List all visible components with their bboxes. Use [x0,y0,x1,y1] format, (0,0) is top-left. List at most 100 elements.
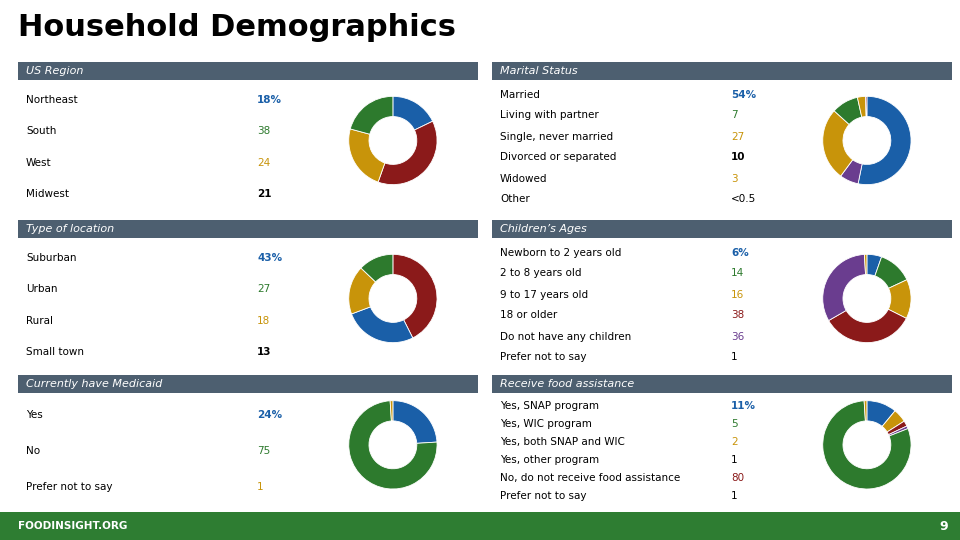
Wedge shape [390,401,393,421]
Text: Currently have Medicaid: Currently have Medicaid [26,379,162,389]
Bar [492,220,952,238]
Wedge shape [361,254,393,282]
Bar [492,62,952,80]
Text: 21: 21 [257,189,272,199]
Text: Type of location: Type of location [26,224,114,234]
Text: 3: 3 [732,173,738,184]
Text: Prefer not to say: Prefer not to say [500,353,587,362]
Text: Household Demographics: Household Demographics [18,13,456,42]
Text: 27: 27 [732,132,744,141]
Wedge shape [378,122,437,185]
Text: 5: 5 [732,419,738,429]
Text: Yes: Yes [26,410,43,420]
Text: 10: 10 [732,152,746,163]
Text: 9: 9 [940,519,948,532]
Text: 16: 16 [732,289,744,300]
Text: 13: 13 [257,347,272,357]
Text: South: South [26,126,57,136]
Text: Marital Status: Marital Status [500,66,578,76]
Text: 18%: 18% [257,94,282,105]
Text: 1: 1 [732,353,738,362]
Text: Widowed: Widowed [500,173,547,184]
Text: 1: 1 [257,482,264,492]
Text: 38: 38 [732,310,744,321]
Text: Yes, other program: Yes, other program [500,455,599,465]
Text: Do not have any children: Do not have any children [500,332,632,341]
Text: 11%: 11% [732,401,756,411]
Wedge shape [875,257,907,288]
Wedge shape [828,309,906,343]
Wedge shape [823,254,866,321]
Wedge shape [867,254,881,276]
Text: Single, never married: Single, never married [500,132,613,141]
Text: No, do not receive food assistance: No, do not receive food assistance [500,473,681,483]
Text: Urban: Urban [26,284,58,294]
Text: Married: Married [500,90,540,99]
Text: Rural: Rural [26,316,53,326]
Wedge shape [348,401,437,489]
Wedge shape [834,97,862,124]
Wedge shape [858,96,911,185]
Wedge shape [882,411,904,432]
Text: 18 or older: 18 or older [500,310,557,321]
Text: Children’s Ages: Children’s Ages [500,224,587,234]
Text: 54%: 54% [732,90,756,99]
Bar [492,375,952,393]
Text: Prefer not to say: Prefer not to say [26,482,112,492]
Text: Prefer not to say: Prefer not to say [500,491,587,501]
Text: West: West [26,158,52,168]
Wedge shape [887,421,907,435]
Wedge shape [823,401,911,489]
Text: US Region: US Region [26,66,84,76]
FancyBboxPatch shape [0,512,960,540]
Wedge shape [393,254,437,338]
Text: 80: 80 [732,473,744,483]
Text: 9 to 17 years old: 9 to 17 years old [500,289,588,300]
Bar [18,220,478,238]
Text: 2 to 8 years old: 2 to 8 years old [500,268,582,279]
Text: Yes, both SNAP and WIC: Yes, both SNAP and WIC [500,437,625,447]
Text: 24%: 24% [257,410,282,420]
Bar [18,62,478,80]
Text: 36: 36 [732,332,744,341]
Wedge shape [889,426,908,436]
Wedge shape [348,268,375,314]
Wedge shape [348,129,385,182]
Text: FOODINSIGHT.ORG: FOODINSIGHT.ORG [18,521,128,531]
Text: 1: 1 [732,491,738,501]
Text: 38: 38 [257,126,271,136]
Text: Newborn to 2 years old: Newborn to 2 years old [500,247,621,258]
Wedge shape [866,96,867,117]
Text: 43%: 43% [257,253,282,263]
Wedge shape [351,307,413,343]
Text: Midwest: Midwest [26,189,69,199]
Text: 75: 75 [257,446,271,456]
Text: Small town: Small town [26,347,84,357]
Text: 6%: 6% [732,247,749,258]
Text: 7: 7 [732,111,738,120]
Wedge shape [864,401,867,421]
Text: Yes, WIC program: Yes, WIC program [500,419,592,429]
Text: 1: 1 [732,455,738,465]
Wedge shape [350,96,393,134]
Text: Living with partner: Living with partner [500,111,599,120]
Wedge shape [823,111,852,176]
Text: Receive food assistance: Receive food assistance [500,379,635,389]
Text: 18: 18 [257,316,271,326]
Text: Divorced or separated: Divorced or separated [500,152,616,163]
Text: <0.5: <0.5 [732,194,756,205]
Text: Yes, SNAP program: Yes, SNAP program [500,401,599,411]
Text: 14: 14 [732,268,744,279]
Text: No: No [26,446,40,456]
Wedge shape [841,160,862,184]
Wedge shape [393,401,437,443]
Wedge shape [888,280,911,319]
Text: Northeast: Northeast [26,94,78,105]
Wedge shape [393,96,433,130]
Bar [18,375,478,393]
Wedge shape [857,96,866,117]
Text: 27: 27 [257,284,271,294]
Wedge shape [867,401,895,427]
Wedge shape [864,254,867,275]
Text: 24: 24 [257,158,271,168]
